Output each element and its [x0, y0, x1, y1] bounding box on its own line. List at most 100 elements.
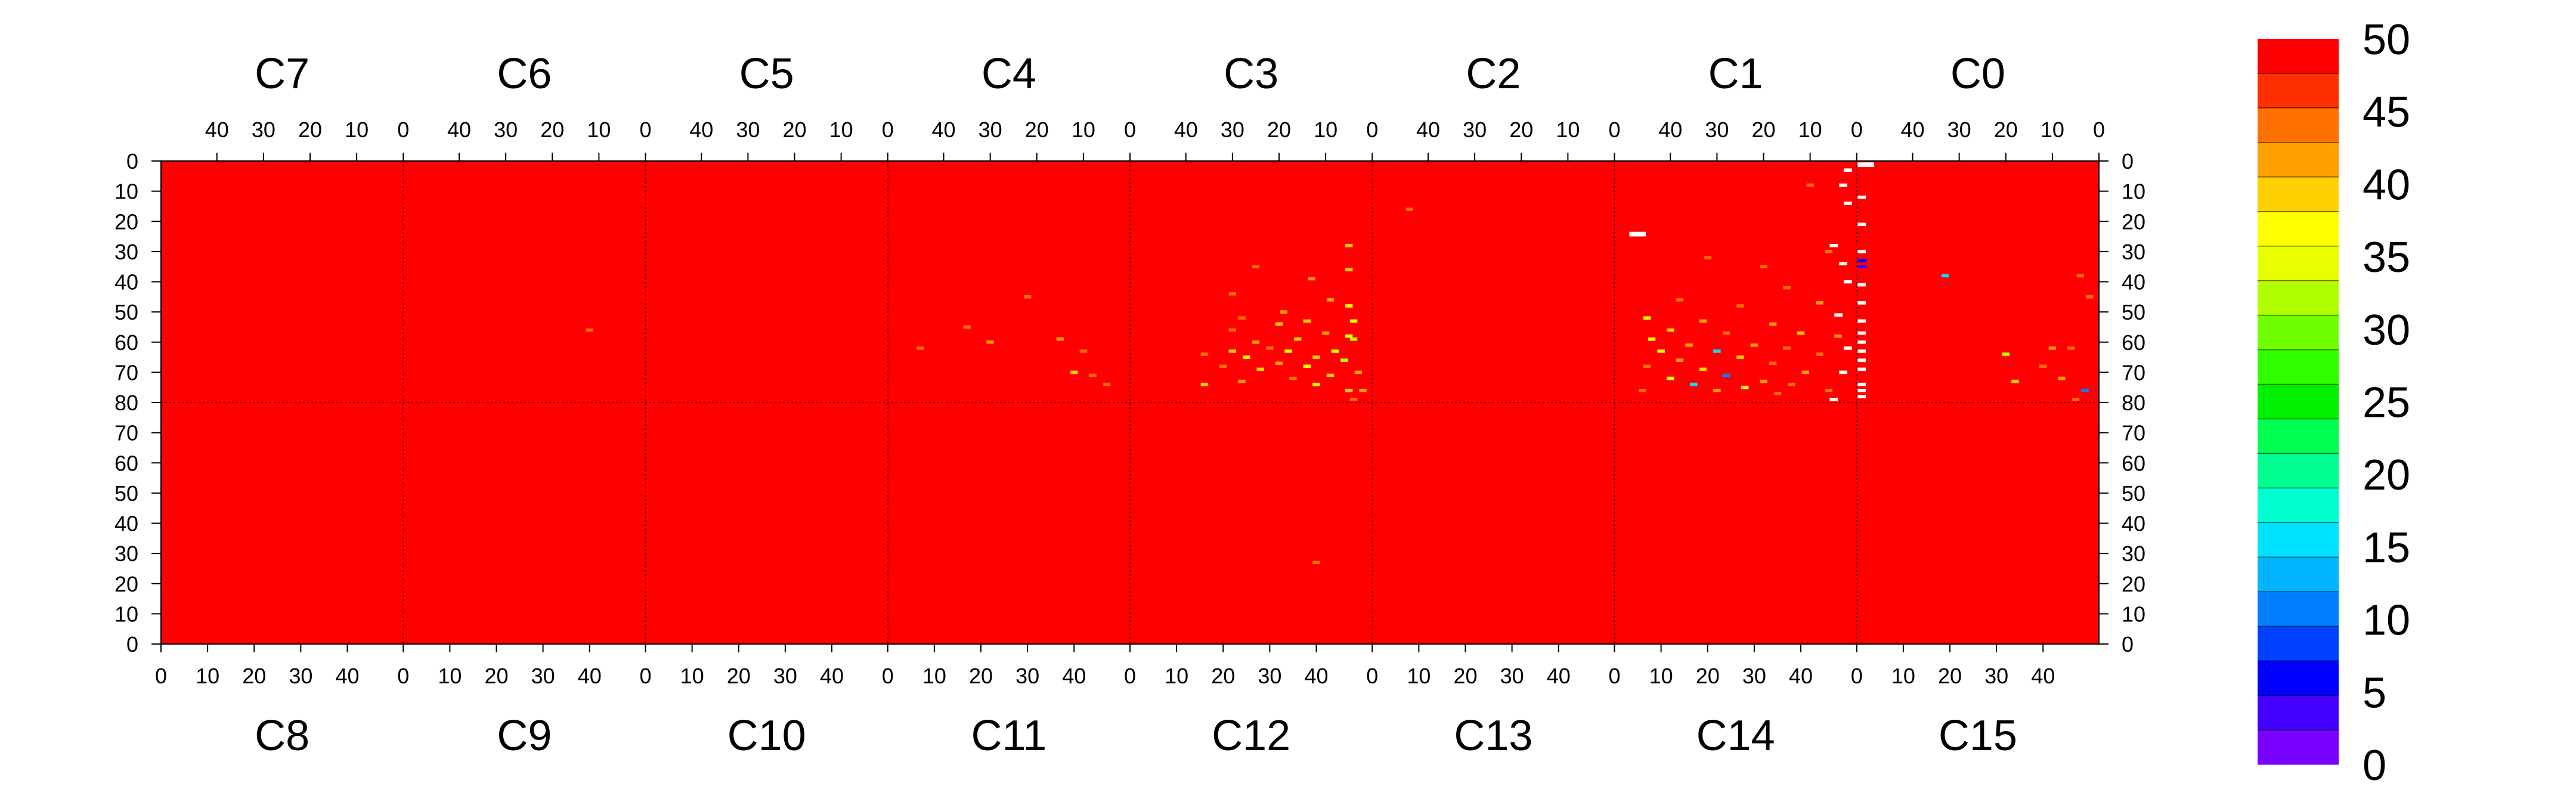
heat-cell [1252, 340, 1260, 344]
heat-cell [1326, 373, 1335, 377]
x-tick-label: 20 [1509, 117, 1533, 142]
colorbar-segment [2258, 626, 2339, 661]
dead-pixel [1857, 283, 1866, 287]
colorbar-segment [2258, 522, 2339, 558]
heat-cell [1256, 367, 1264, 372]
heat-cell [1941, 274, 1949, 278]
x-tick-label: 10 [587, 117, 611, 142]
y-tick-label: 20 [114, 572, 138, 596]
heat-cell [1736, 355, 1744, 359]
chip-label-c13: C13 [1454, 712, 1532, 760]
dead-pixel [1857, 331, 1866, 335]
chip-label-c3: C3 [1224, 50, 1278, 98]
x-tick-label: 40 [1304, 664, 1328, 688]
y-tick-label: 30 [114, 541, 138, 566]
x-tick-label: 40 [578, 664, 602, 688]
y-tick-label: 70 [114, 360, 138, 385]
heat-cell [1308, 277, 1315, 281]
colorbar-segment [2258, 107, 2339, 143]
heat-cell [1405, 208, 1413, 211]
y-tick-label: 30 [2122, 240, 2145, 264]
x-tick-label: 0 [882, 117, 894, 142]
x-tick-label: 10 [1072, 117, 1095, 142]
x-tick-label: 30 [494, 117, 518, 142]
y-tick-label: 20 [2122, 572, 2145, 596]
colorbar-segment [2258, 177, 2339, 212]
y-tick-label: 80 [2122, 391, 2145, 415]
y-tick-label: 10 [114, 602, 138, 626]
y-tick-label: 60 [2122, 451, 2145, 475]
x-tick-label: 10 [1314, 117, 1337, 142]
y-tick-label: 50 [2122, 300, 2145, 324]
y-tick-label: 60 [114, 330, 138, 355]
heat-cell [1056, 337, 1064, 341]
heat-cell [1359, 388, 1367, 392]
colorbar-segment [2258, 661, 2339, 696]
y-tick-label: 0 [2122, 149, 2134, 174]
heat-cell [2086, 295, 2094, 299]
x-tick-label: 10 [1407, 664, 1431, 688]
y-tick-label: 60 [114, 451, 138, 475]
heat-cell [1750, 343, 1758, 347]
x-tick-label: 40 [1547, 664, 1571, 688]
x-tick-label: 0 [1851, 664, 1863, 688]
heat-cell [2076, 274, 2084, 278]
x-tick-label: 20 [969, 664, 993, 688]
dead-pixel [1857, 250, 1866, 253]
chip-label-c0: C0 [1950, 50, 2005, 98]
heat-cell [1349, 319, 1358, 323]
x-tick-label: 0 [1124, 664, 1136, 688]
chip-label-c5: C5 [739, 50, 794, 98]
x-tick-label: 0 [639, 117, 651, 142]
heat-cell [1345, 268, 1353, 272]
chip-label-c14: C14 [1696, 712, 1775, 760]
heat-cell [1294, 337, 1302, 341]
x-tick-label: 20 [1267, 117, 1291, 142]
heat-cell [2002, 352, 2010, 356]
heat-cell [1275, 322, 1283, 326]
heat-cell [1704, 256, 1711, 259]
axes: 40 30 20 10 0 40 30 20 10 0 40 30 20 10 0 40 30 20 10 0 40 30… [114, 117, 2145, 688]
heat-cell [1228, 349, 1237, 353]
heat-cell [1275, 361, 1283, 365]
y-tick-label: 30 [114, 240, 138, 264]
x-tick-label: 30 [252, 117, 275, 142]
colorbar-tick-label: 40 [2363, 161, 2410, 209]
x-tick-label: 40 [1789, 664, 1813, 688]
y-tick-label: 0 [2122, 632, 2134, 657]
x-tick-label: 30 [736, 117, 760, 142]
y-tick-label: 50 [114, 300, 138, 324]
colorbar-tick-label: 30 [2363, 307, 2410, 354]
heat-cell [1354, 370, 1363, 374]
heat-cell [586, 328, 593, 332]
heat-cell [1834, 334, 1842, 338]
heat-cell [1238, 379, 1246, 383]
heat-cell [1312, 355, 1320, 359]
colorbar-tick-label: 15 [2363, 524, 2410, 572]
colorbar-segment [2258, 39, 2339, 74]
colorbar: 0 5 10 15 20 25 30 35 40 45 50 [2258, 16, 2410, 790]
chip-label-c7: C7 [255, 50, 309, 98]
heat-cell [1349, 398, 1358, 401]
colorbar-segment [2258, 453, 2339, 488]
dead-pixel [1829, 243, 1838, 247]
chip-label-c9: C9 [497, 712, 552, 760]
colorbar-tick-label: 10 [2363, 597, 2410, 645]
y-tick-label: 40 [114, 512, 138, 536]
x-tick-label: 0 [155, 664, 167, 688]
x-tick-label: 10 [1165, 664, 1188, 688]
y-tick-label: 50 [114, 481, 138, 506]
x-tick-label: 40 [689, 117, 713, 142]
colorbar-segment [2258, 315, 2339, 351]
heat-cell [1676, 358, 1684, 362]
x-tick-label: 20 [782, 117, 806, 142]
x-tick-label: 40 [1658, 117, 1682, 142]
colorbar-segment [2258, 73, 2339, 109]
x-tick-label: 40 [931, 117, 955, 142]
heat-cell [1643, 316, 1651, 320]
x-tick-label: 10 [1891, 664, 1915, 688]
x-tick-label: 0 [639, 664, 651, 688]
heat-cell [1639, 388, 1646, 392]
heat-cell [1699, 319, 1707, 323]
dead-pixel [1829, 398, 1838, 401]
